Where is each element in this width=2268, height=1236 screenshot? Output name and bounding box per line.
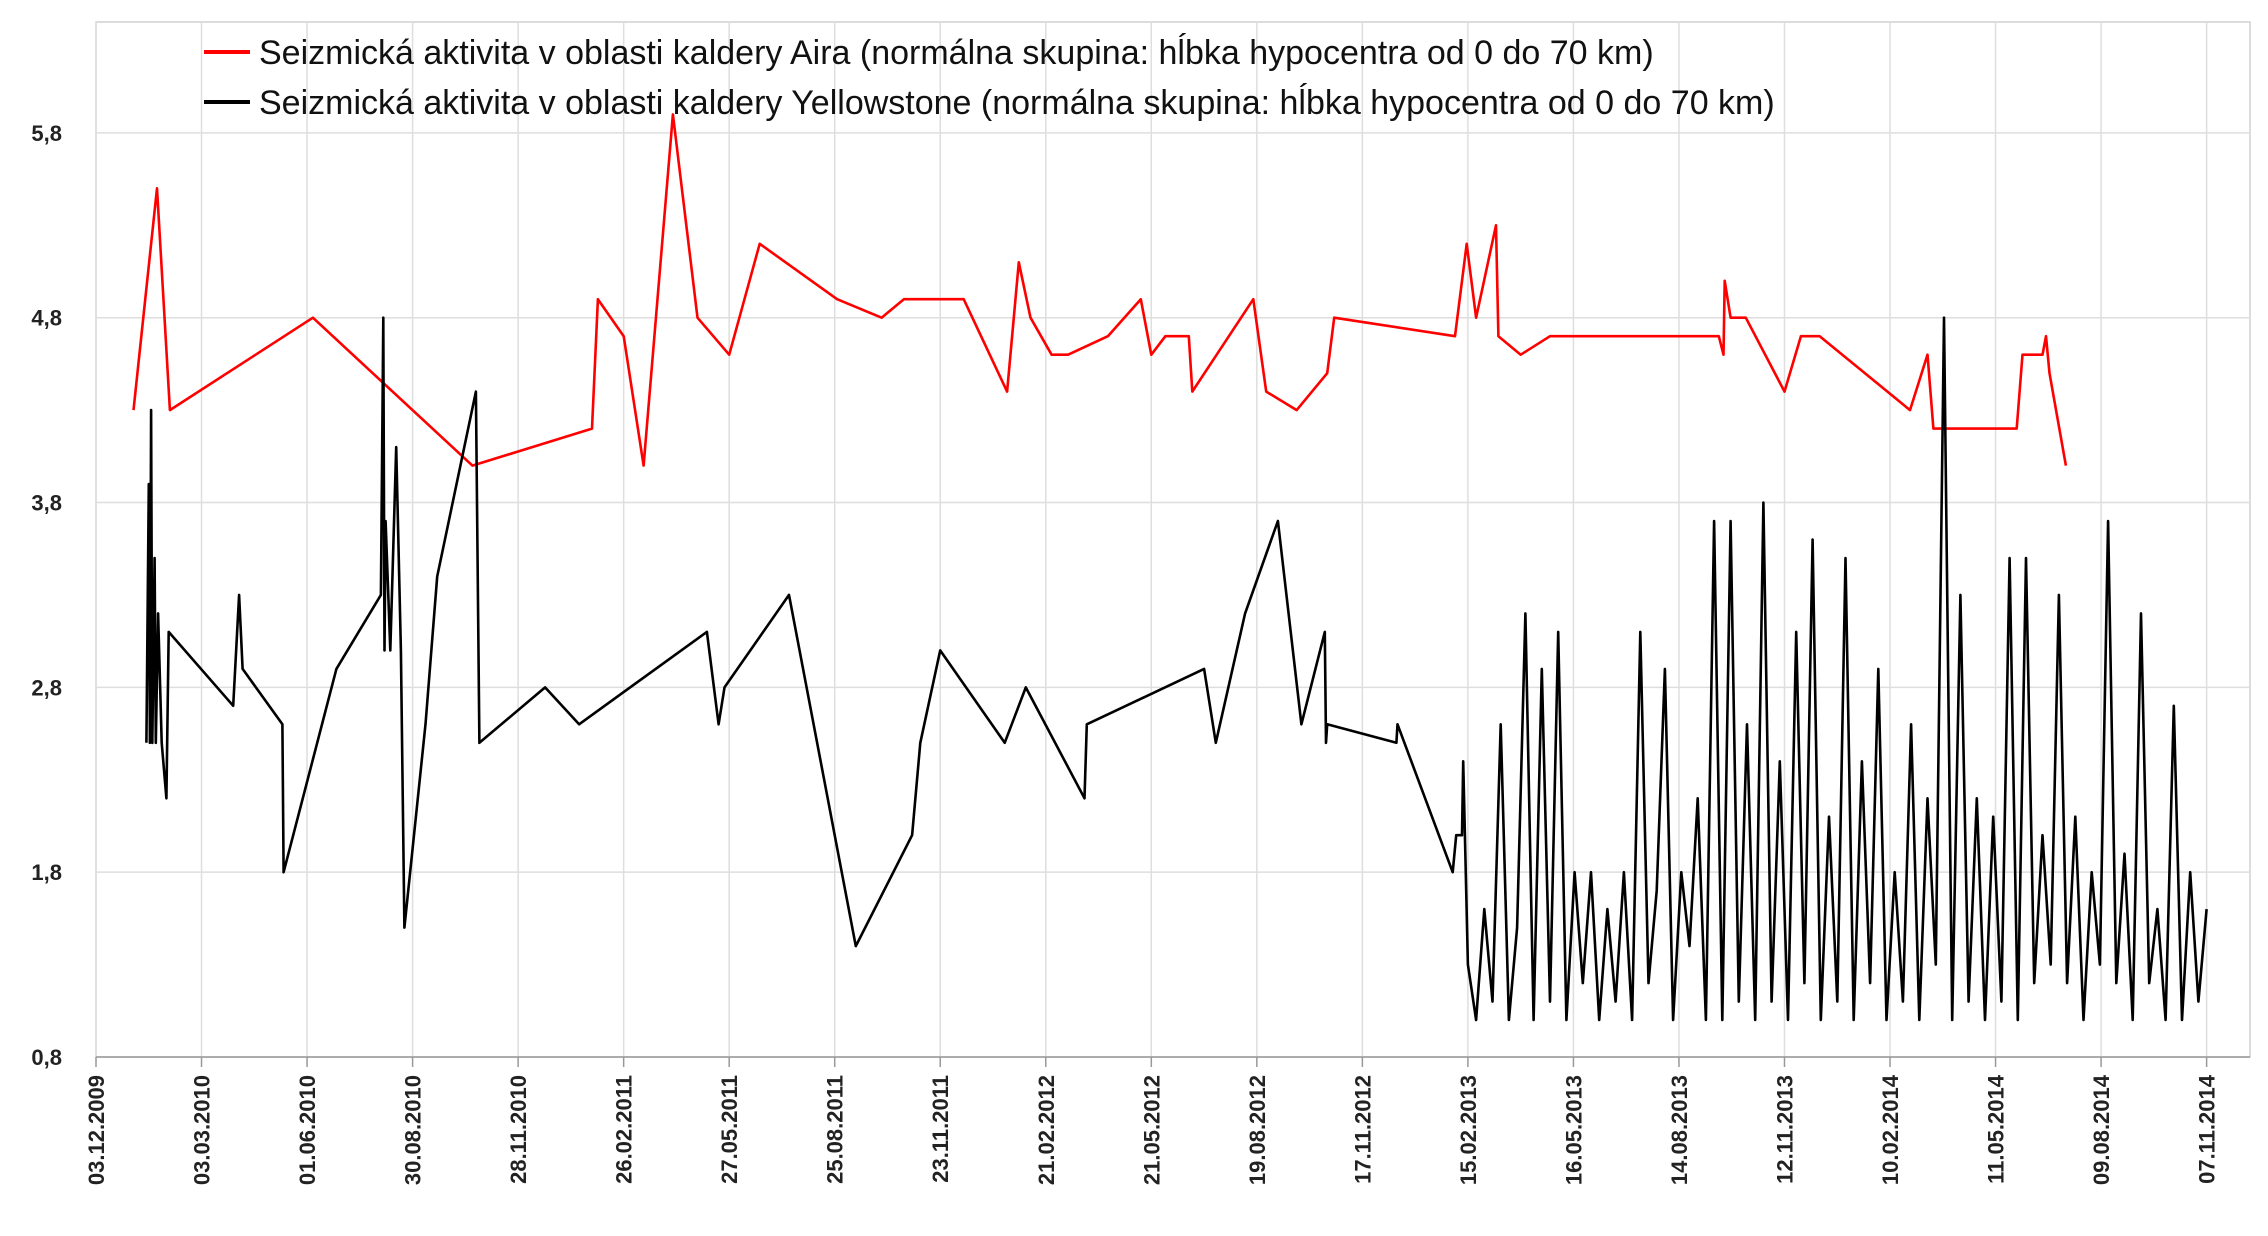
x-tick-label: 21.05.2012 (1139, 1075, 1164, 1185)
x-tick-label: 17.11.2012 (1350, 1075, 1375, 1184)
x-tick-label: 09.08.2014 (2089, 1074, 2114, 1185)
x-tick-label: 10.02.2014 (1878, 1074, 1903, 1185)
x-tick-label: 14.08.2013 (1667, 1075, 1692, 1185)
y-tick-label: 0,8 (31, 1045, 62, 1070)
x-tick-label: 21.02.2012 (1034, 1075, 1059, 1185)
x-tick-label: 03.12.2009 (84, 1075, 109, 1185)
x-tick-label: 15.02.2013 (1456, 1075, 1481, 1185)
x-tick-label: 23.11.2011 (928, 1075, 953, 1183)
y-tick-label: 2,8 (31, 675, 62, 700)
y-tick-label: 3,8 (31, 491, 62, 516)
x-tick-label: 30.08.2010 (401, 1075, 426, 1185)
x-tick-label: 07.11.2014 (2195, 1074, 2220, 1184)
legend-label: Seizmická aktivita v oblasti kaldery Yel… (259, 83, 1775, 122)
data-line (145, 316, 2208, 1022)
y-tick-label: 1,8 (31, 860, 62, 885)
y-tick-label: 5,8 (31, 121, 62, 146)
x-tick-label: 03.03.2010 (190, 1075, 215, 1185)
x-tick-label: 19.08.2012 (1245, 1075, 1270, 1185)
x-tick-label: 16.05.2013 (1561, 1075, 1586, 1185)
x-tick-label: 28.11.2010 (506, 1075, 531, 1184)
x-tick-label: 27.05.2011 (717, 1075, 742, 1184)
x-tick-label: 11.05.2014 (1984, 1074, 2009, 1184)
x-tick-label: 12.11.2013 (1772, 1075, 1797, 1184)
plot-frame (95, 21, 2251, 1058)
legend-label: Seizmická aktivita v oblasti kaldery Air… (259, 33, 1654, 72)
x-tick-label: 26.02.2011 (612, 1075, 637, 1184)
x-tick-label: 01.06.2010 (295, 1075, 320, 1185)
x-tick-label: 25.08.2011 (823, 1075, 848, 1184)
data-line (132, 113, 2068, 467)
y-tick-label: 4,8 (31, 306, 62, 331)
